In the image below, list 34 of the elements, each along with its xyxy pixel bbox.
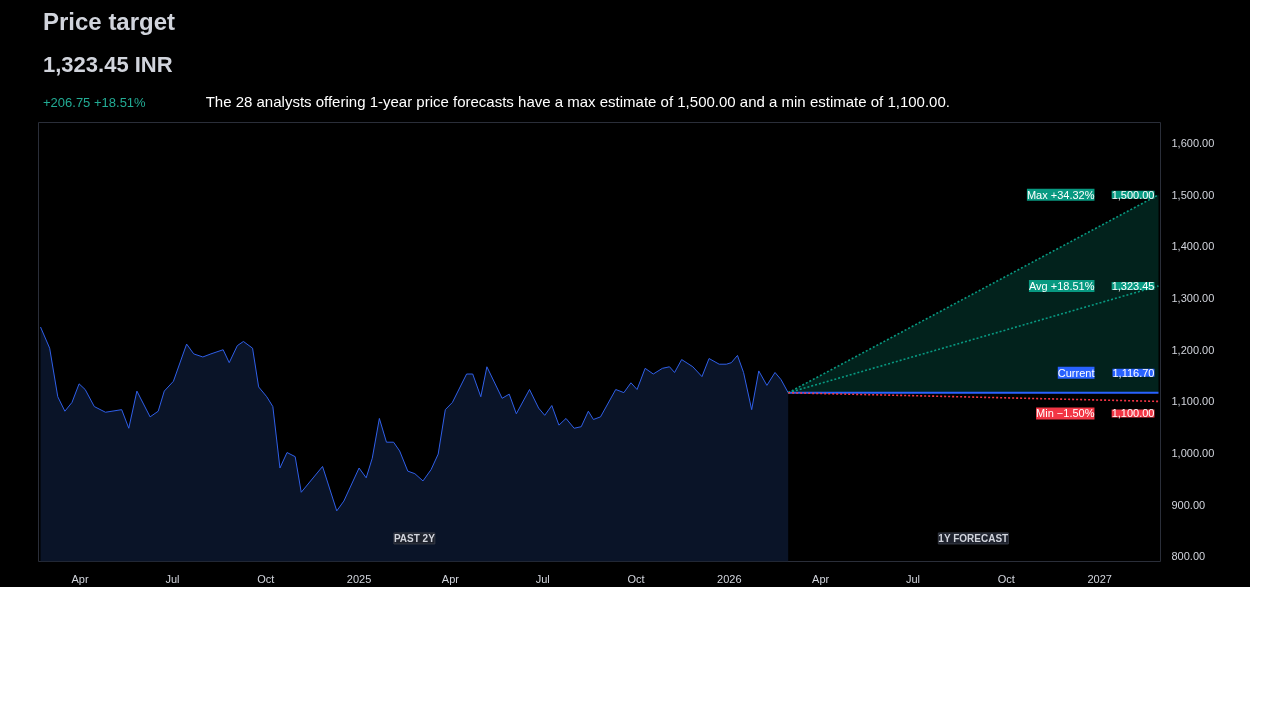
data-label: 1,116.70 (1112, 367, 1155, 380)
x-tick-label: Apr (71, 572, 89, 585)
annotation: 1Y FORECAST (938, 533, 1009, 545)
text: The 28 analysts offering 1-year price forecasts have a max estimate of 1,500.00 and a min estimate of 1,100.00. (205, 92, 950, 110)
x-tick-label: Apr (441, 572, 460, 585)
y-tick-label: 800.00 (1171, 550, 1206, 563)
x-tick-label: 2027 (1087, 572, 1112, 585)
chart-subtitle: 1,323.45 INR (43, 51, 173, 80)
x-tick-label: Jul (905, 572, 920, 585)
x-tick-label: Jul (165, 572, 180, 585)
x-tick-label: 2025 (346, 572, 372, 585)
x-tick-label: Oct (257, 572, 275, 585)
y-tick-label: 1,300.00 (1171, 292, 1215, 305)
x-tick-label: Jul (535, 572, 550, 585)
x-tick-label: Apr (812, 572, 830, 585)
y-tick-label: 1,100.00 (1171, 395, 1215, 408)
y-tick-label: 1,500.00 (1171, 189, 1215, 202)
legend-label: Avg +18.51% (1028, 280, 1095, 293)
legend-label: Min −1.50% (1036, 407, 1095, 420)
data-label: 1,100.00 (1111, 407, 1155, 420)
x-tick-label: Oct (627, 572, 645, 585)
y-tick-label: 1,400.00 (1171, 240, 1215, 253)
x-tick-label: Oct (997, 572, 1015, 585)
x-tick-label: 2026 (717, 572, 742, 585)
y-tick-label: 1,000.00 (1171, 447, 1215, 460)
y-tick-label: 900.00 (1171, 498, 1206, 511)
legend-label: Max +34.32% (1026, 189, 1095, 202)
data-label: 1,500.00 (1111, 189, 1155, 202)
annotation: PAST 2Y (393, 533, 436, 545)
text: +206.75 +18.51% (43, 94, 146, 110)
chart-title: Price target (43, 7, 176, 37)
data-label: 1,323.45 (1111, 280, 1155, 293)
y-tick-label: 1,200.00 (1171, 344, 1215, 357)
y-tick-label: 1,600.00 (1171, 137, 1215, 150)
